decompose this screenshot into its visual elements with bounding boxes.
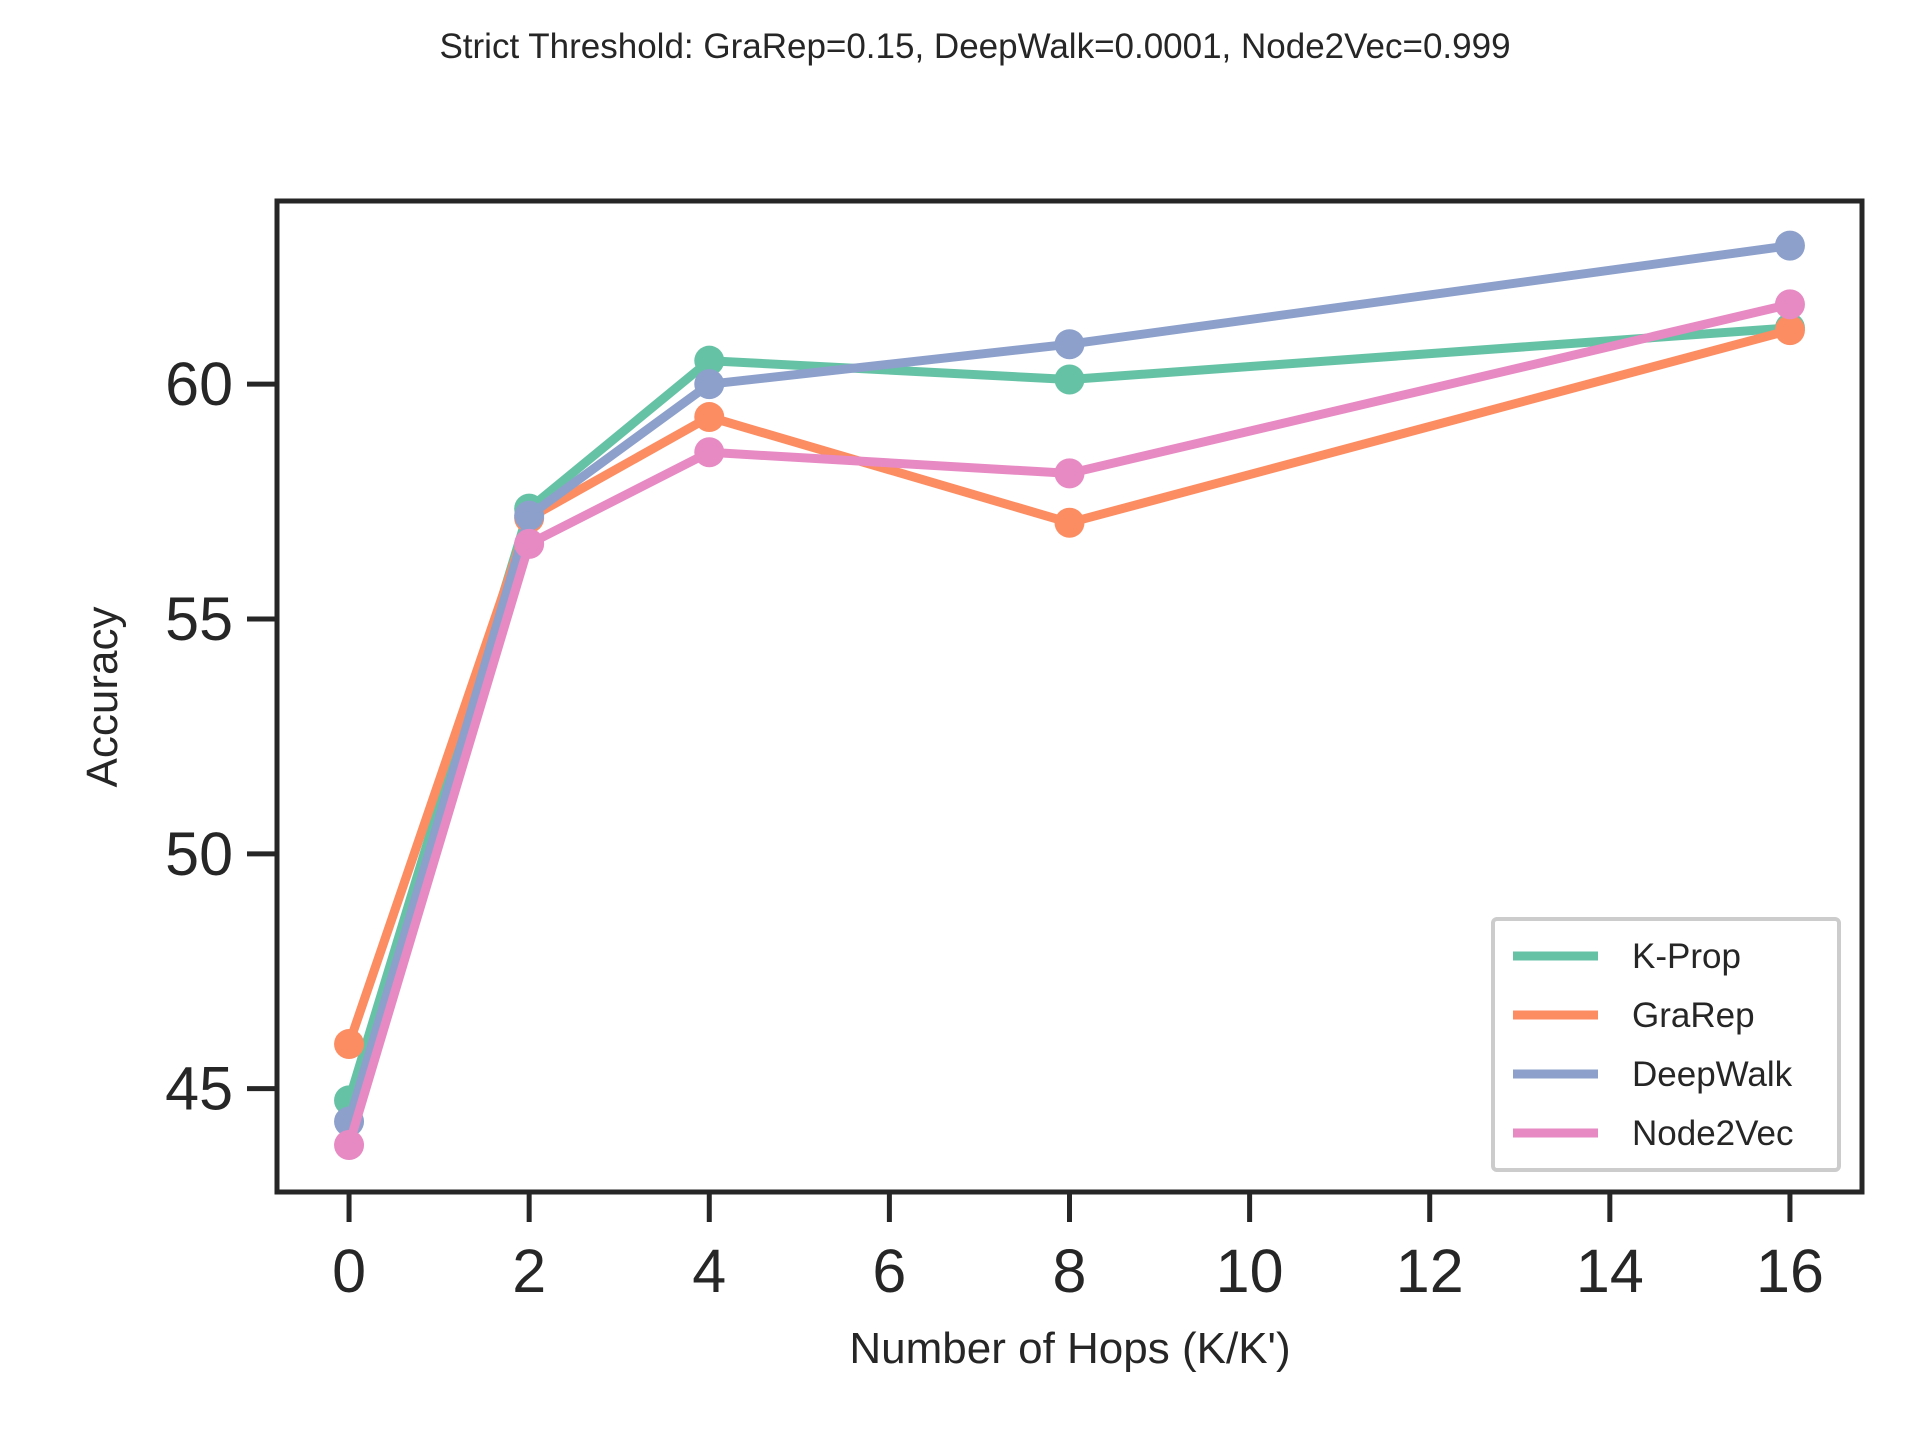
x-tick-label: 8 (1053, 1237, 1087, 1305)
data-point-k-prop (1054, 364, 1085, 395)
data-point-deepwalk (514, 500, 545, 531)
legend: K-Prop GraRep DeepWalk Node2Vec (1491, 917, 1841, 1172)
data-point-node2vec (334, 1130, 365, 1161)
data-point-deepwalk (1054, 329, 1085, 360)
data-point-node2vec (1054, 458, 1085, 489)
data-point-grarep (1774, 315, 1805, 346)
y-tick-label: 50 (165, 820, 233, 888)
data-point-grarep (1054, 507, 1085, 538)
data-point-deepwalk (694, 369, 725, 400)
data-point-node2vec (1774, 289, 1805, 320)
x-tick-label: 16 (1756, 1237, 1824, 1305)
data-point-node2vec (514, 528, 545, 559)
legend-label: DeepWalk (1632, 1055, 1793, 1094)
x-tick-label: 12 (1396, 1237, 1464, 1305)
data-point-grarep (334, 1029, 365, 1060)
y-tick-label: 45 (165, 1055, 233, 1123)
y-axis-ticks: 45 50 55 60 (165, 350, 277, 1123)
data-point-k-prop (694, 345, 725, 376)
x-tick-label: 4 (692, 1237, 726, 1305)
x-axis-ticks: 0 2 4 6 8 10 12 14 16 (332, 1192, 1824, 1305)
x-tick-label: 6 (872, 1237, 906, 1305)
series-layer (334, 230, 1805, 1161)
x-tick-label: 2 (512, 1237, 546, 1305)
legend-label: K-Prop (1632, 937, 1741, 976)
legend-label: GraRep (1632, 996, 1755, 1035)
x-axis-label: Number of Hops (K/K') (849, 1324, 1290, 1373)
data-point-node2vec (694, 437, 725, 468)
x-tick-label: 14 (1576, 1237, 1644, 1305)
data-point-deepwalk (1774, 230, 1805, 261)
x-tick-label: 0 (332, 1237, 366, 1305)
y-tick-label: 55 (165, 585, 233, 653)
data-point-grarep (694, 402, 725, 433)
y-tick-label: 60 (165, 350, 233, 418)
series-node2vec (334, 289, 1805, 1161)
x-tick-label: 10 (1216, 1237, 1284, 1305)
y-axis-label: Accuracy (78, 607, 127, 788)
legend-label: Node2Vec (1632, 1114, 1794, 1153)
plot-frame (274, 198, 1865, 1195)
legend-frame (1491, 917, 1841, 1172)
chart-title: Strict Threshold: GraRep=0.15, DeepWalk=… (439, 27, 1510, 66)
